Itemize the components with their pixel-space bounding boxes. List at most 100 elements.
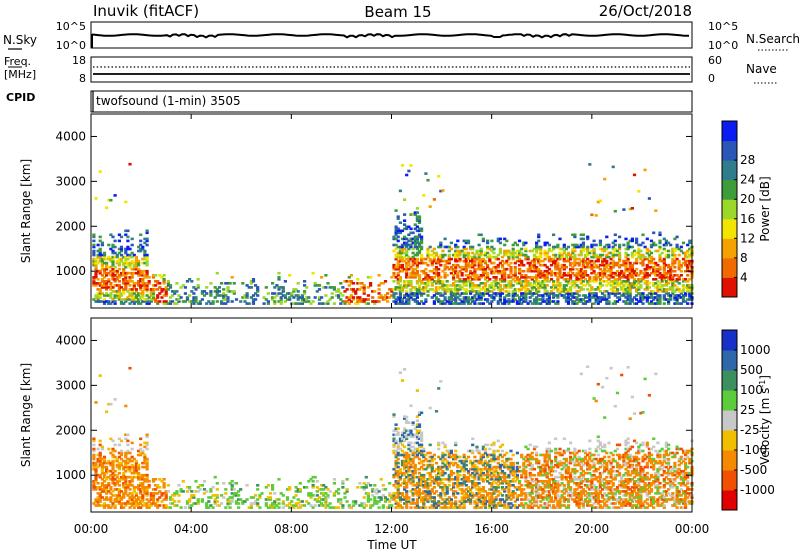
echo-cell (114, 444, 117, 447)
echo-cell (99, 374, 102, 377)
echo-cell (175, 504, 178, 507)
echo-cell (582, 234, 585, 237)
echo-cell (478, 450, 481, 453)
echo-cell (467, 252, 470, 255)
echo-cell (612, 166, 615, 169)
echo-cell (169, 506, 172, 509)
echo-cell (382, 484, 385, 487)
echo-cell (124, 405, 127, 408)
echo-cell (163, 274, 166, 277)
echo-cell (618, 236, 621, 239)
echo-cell (499, 284, 502, 287)
echo-cell (395, 209, 398, 212)
power-cb-tick-28: 28 (740, 153, 755, 167)
echo-cell (454, 442, 457, 445)
echo-cell (646, 238, 649, 241)
echo-cell (92, 244, 95, 247)
echo-cell (480, 234, 483, 237)
echo-cell (114, 240, 117, 243)
echo-cell (350, 274, 353, 277)
echo-cell (201, 484, 204, 487)
echo-cell (118, 280, 121, 283)
colorbar-segment (722, 277, 737, 297)
echo-cell (537, 240, 540, 243)
echo-cell (433, 454, 436, 457)
echo-cell (265, 286, 268, 289)
echo-cell (409, 442, 412, 445)
echo-cell (233, 488, 236, 491)
echo-cell (433, 458, 436, 461)
echo-cell (418, 215, 421, 218)
echo-cell (680, 274, 683, 277)
echo-cell (433, 248, 436, 251)
echo-cell (99, 170, 102, 173)
echo-cell (205, 292, 208, 295)
echo-cell (603, 294, 606, 297)
echo-cell (418, 423, 421, 426)
echo-cell (226, 296, 229, 299)
beam-title: Beam 15 (364, 3, 431, 21)
echo-cell (222, 496, 225, 499)
echo-cell (588, 276, 591, 279)
echo-cell (114, 470, 117, 473)
echo-cell (616, 288, 619, 291)
echo-cell (601, 254, 604, 257)
echo-cell (99, 236, 102, 239)
echo-cell (627, 254, 630, 257)
echo-cell (444, 454, 447, 457)
echo-cell (663, 302, 666, 305)
echo-cell (92, 444, 95, 447)
echo-cell (422, 464, 425, 467)
echo-cell (365, 476, 368, 479)
echo-cell (301, 500, 304, 503)
echo-cell (184, 292, 187, 295)
echo-cell (326, 282, 329, 285)
echo-cell (446, 274, 449, 277)
echo-cell (429, 407, 432, 410)
echo-cell (380, 478, 383, 481)
power-cb-tick-20: 20 (740, 192, 755, 206)
freq-frame (91, 57, 692, 82)
echo-cell (329, 502, 332, 505)
echo-cell (412, 232, 415, 235)
nsky-label: N.Sky (3, 33, 37, 47)
echo-cell (299, 488, 302, 491)
echo-cell (143, 250, 146, 253)
echo-cell (405, 416, 408, 419)
echo-cell (367, 294, 370, 297)
nave-tick-top: 60 (708, 54, 722, 67)
echo-cell (212, 506, 215, 509)
echo-cell (520, 248, 523, 251)
echo-cell (565, 266, 568, 269)
echo-cell (433, 486, 436, 489)
echo-cell (209, 290, 212, 293)
echo-cell (154, 478, 157, 481)
power-ylabel: Slant Range [km] (19, 159, 33, 263)
echo-cell (418, 488, 421, 491)
echo-cell (341, 486, 344, 489)
echo-cell (299, 482, 302, 485)
echo-cell (209, 282, 212, 285)
echo-cell (288, 274, 291, 277)
echo-cell (382, 504, 385, 507)
echo-cell (454, 450, 457, 453)
echo-cell (439, 242, 442, 245)
echo-cell (339, 498, 342, 501)
station-title: Inuvik (fitACF) (93, 2, 199, 20)
echo-cell (131, 244, 134, 247)
echo-cell (118, 472, 121, 475)
echo-cell (488, 278, 491, 281)
echo-cell (256, 294, 259, 297)
echo-cell (369, 498, 372, 501)
echo-cell (146, 474, 149, 477)
echo-cell (471, 438, 474, 441)
echo-cell (314, 296, 317, 299)
echo-cell (341, 480, 344, 483)
echo-cell (556, 300, 559, 303)
echo-cell (99, 452, 102, 455)
echo-cell (148, 280, 151, 283)
echo-cell (582, 238, 585, 241)
echo-cell (346, 288, 349, 291)
echo-cell (386, 292, 389, 295)
echo-cell (422, 194, 425, 197)
